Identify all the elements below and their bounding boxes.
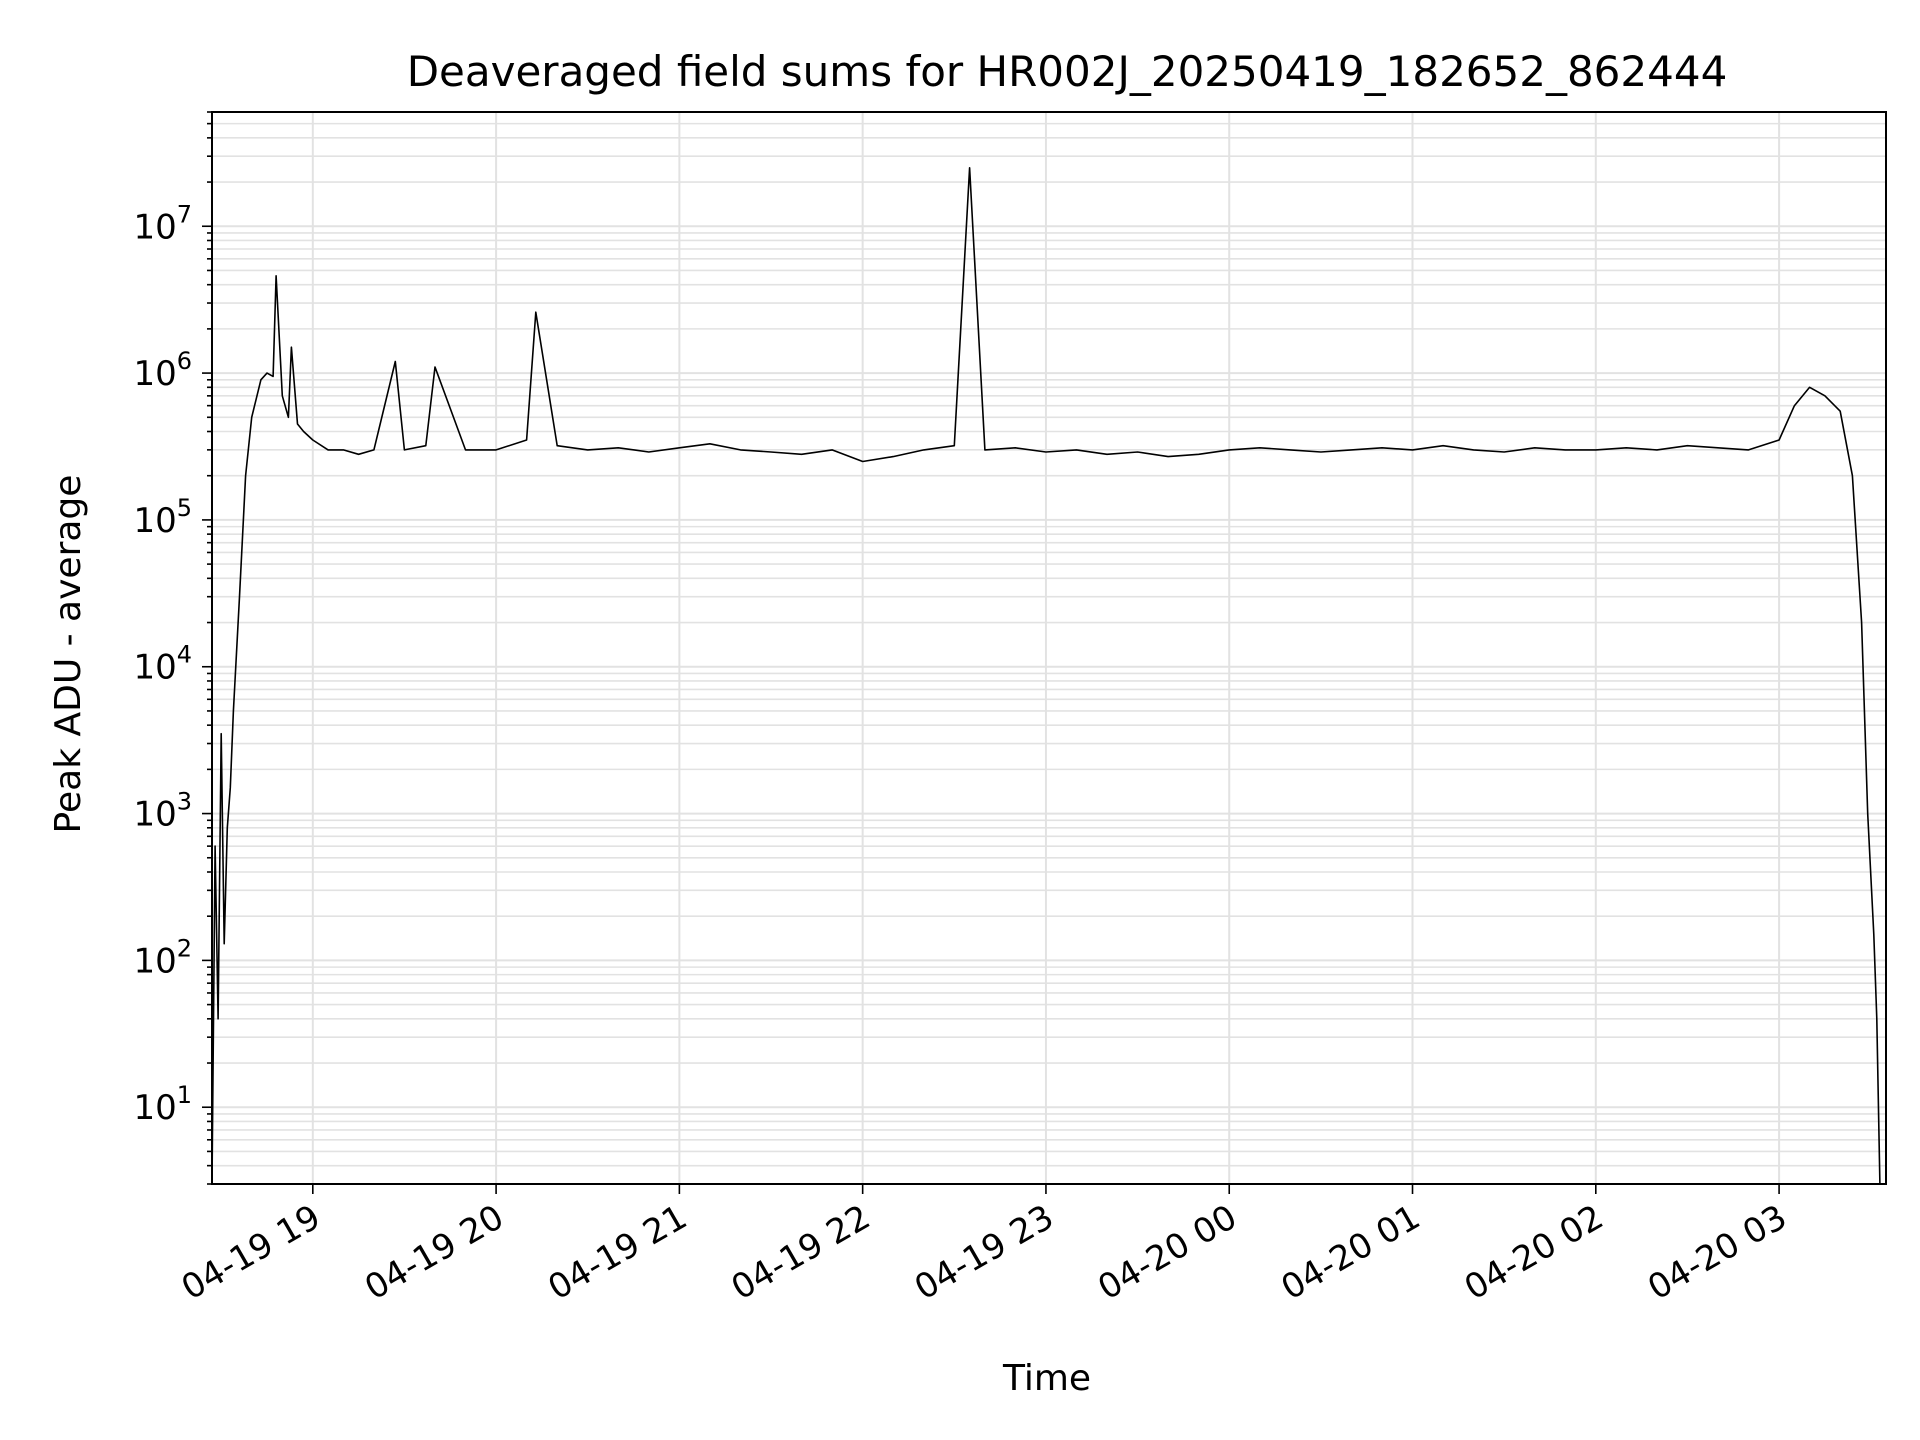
x-axis-label: Time [1002, 1358, 1091, 1399]
y-tick-base: 10 [133, 354, 176, 394]
chart-title: Deaveraged field sums for HR002J_2025041… [407, 47, 1728, 96]
series-group [211, 167, 1883, 1185]
y-tick-exponent: 7 [177, 200, 192, 228]
y-tick-label: 105 [133, 494, 192, 541]
plot-frame [211, 111, 1887, 1185]
y-tick-label: 102 [133, 934, 192, 981]
y-tick-label: 106 [133, 347, 192, 394]
y-tick-label: 107 [133, 200, 192, 247]
y-tick-base: 10 [133, 207, 176, 247]
y-tick-base: 10 [133, 501, 176, 541]
y-tick-base: 10 [133, 941, 176, 981]
y-tick-exponent: 2 [177, 934, 192, 962]
series-line [211, 167, 1883, 1185]
y-axis-label: Peak ADU - average [48, 475, 89, 834]
y-tick-label: 101 [133, 1081, 192, 1128]
y-tick-base: 10 [133, 795, 176, 835]
y-tick-exponent: 1 [177, 1081, 192, 1109]
y-tick-base: 10 [133, 648, 176, 688]
y-tick-base: 10 [133, 1088, 176, 1128]
y-tick-exponent: 4 [177, 641, 192, 669]
y-tick-exponent: 5 [177, 494, 192, 522]
y-tick-label: 103 [133, 788, 192, 835]
y-tick-exponent: 3 [177, 788, 192, 816]
y-tick-exponent: 6 [177, 347, 192, 375]
y-tick-label: 104 [133, 641, 192, 688]
grid-lines [212, 111, 1886, 1185]
